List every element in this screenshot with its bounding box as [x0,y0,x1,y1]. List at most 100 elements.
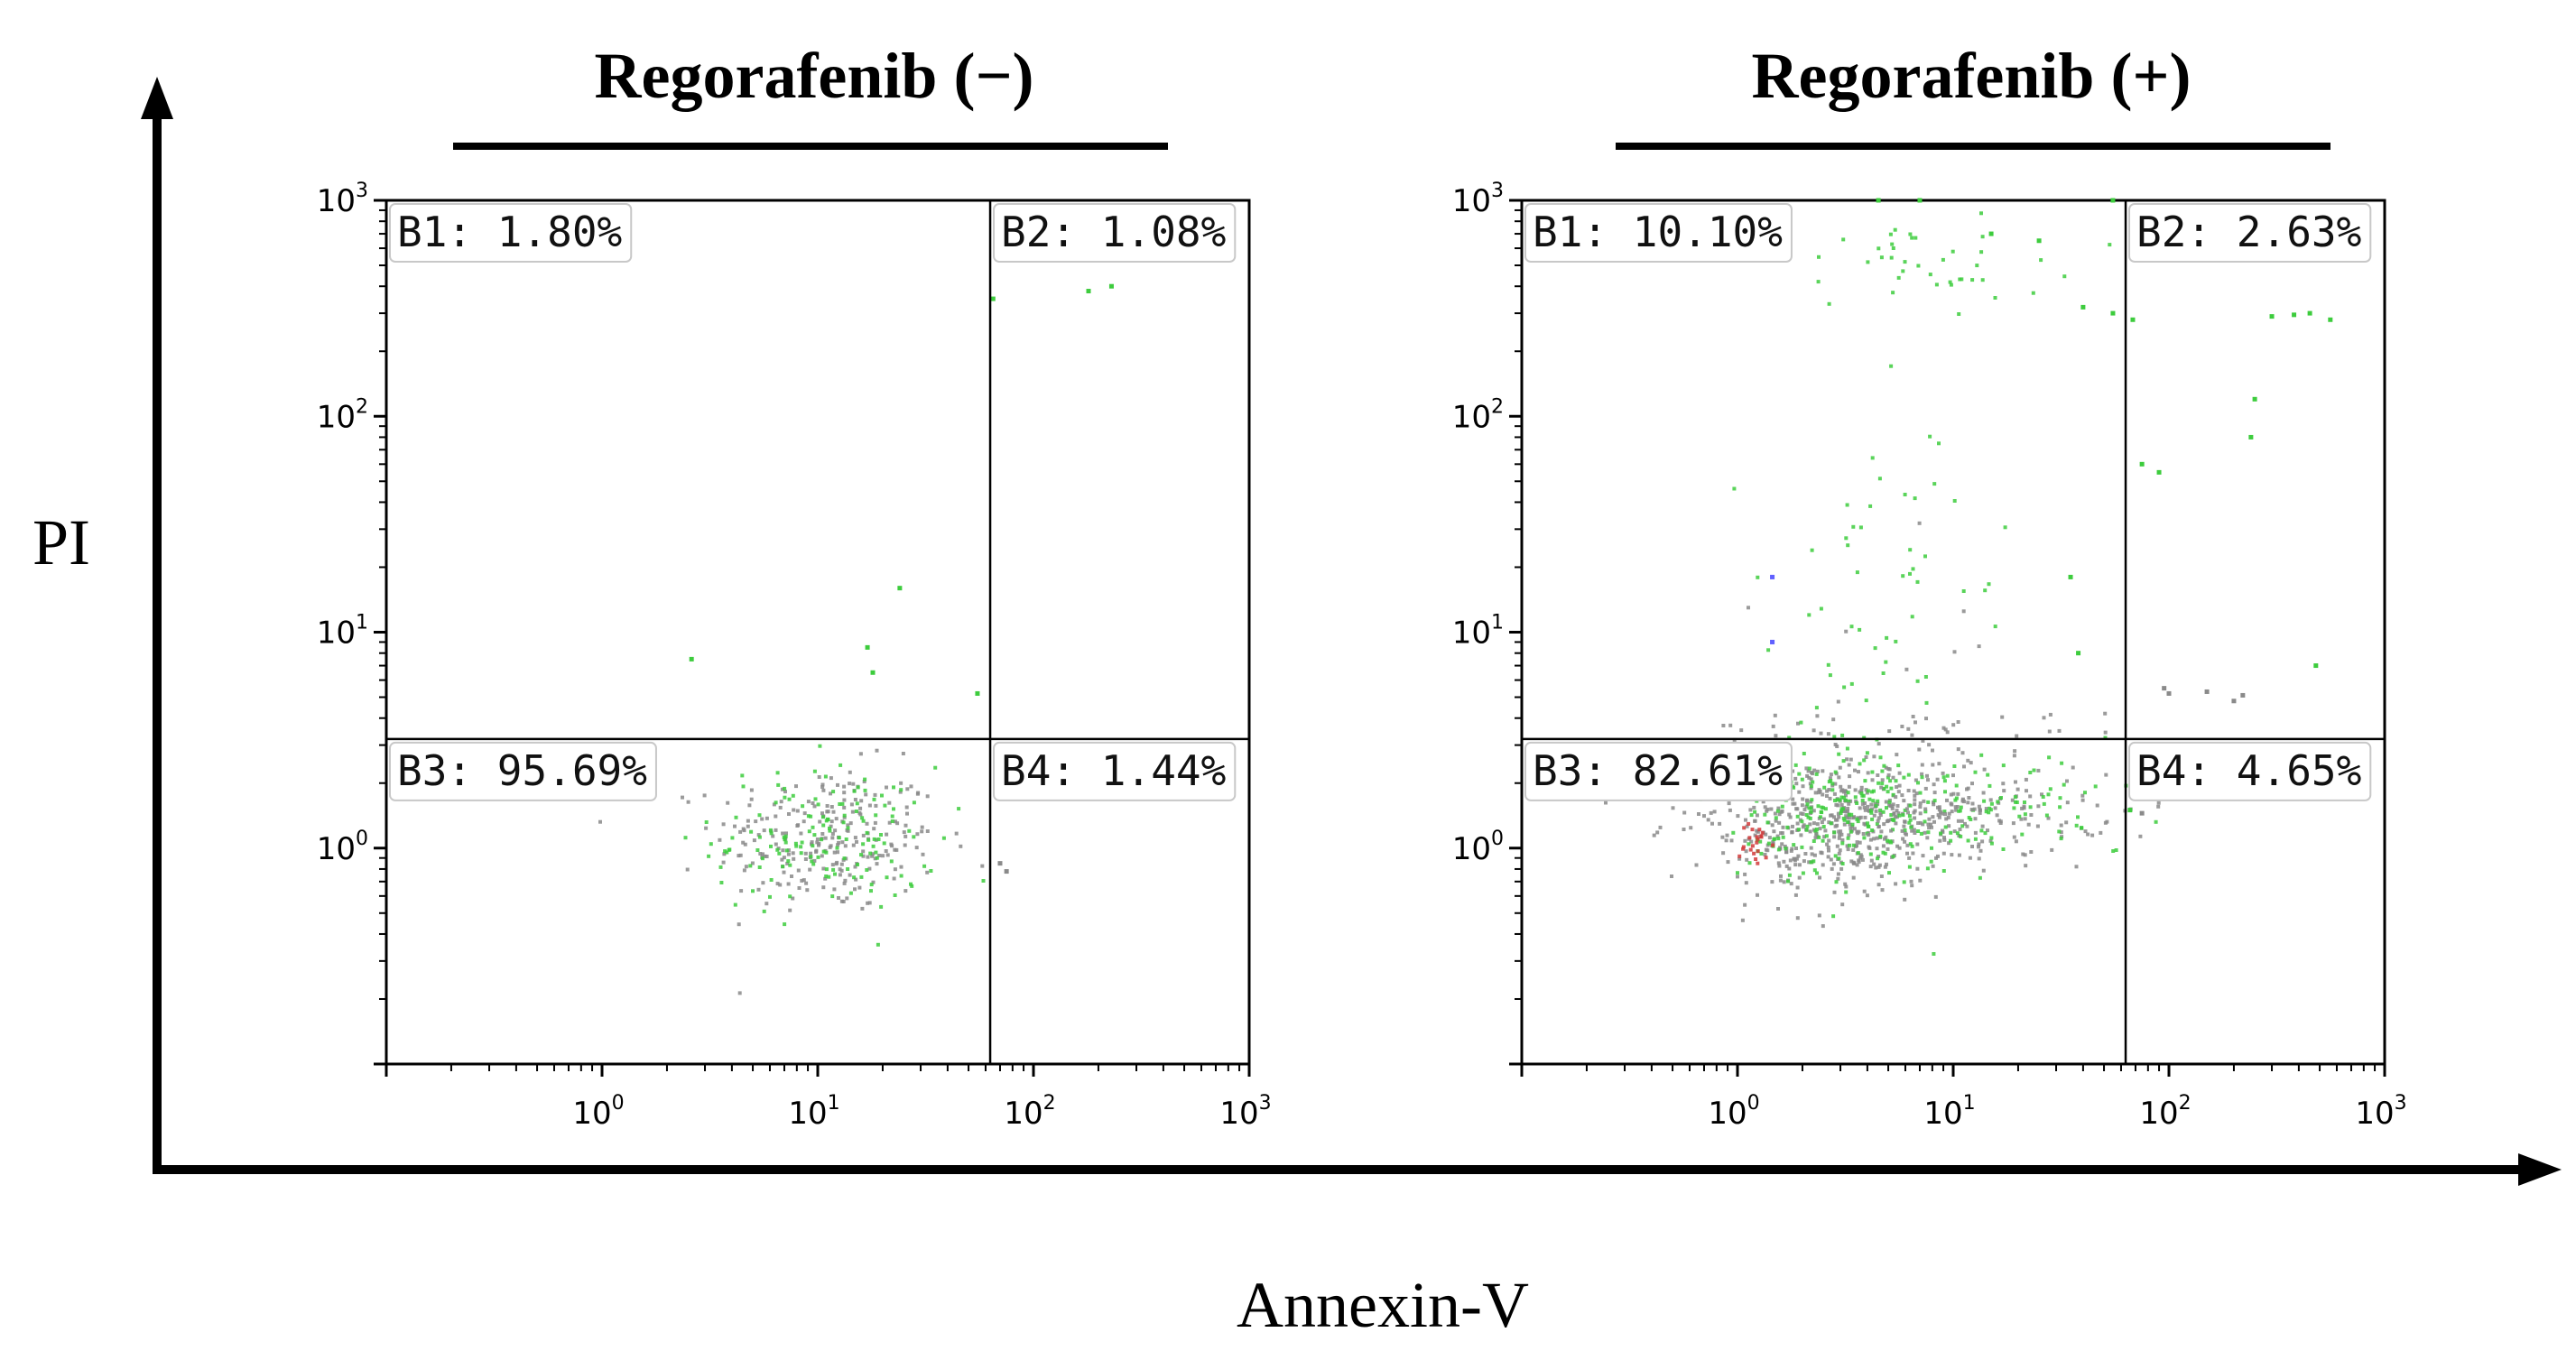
data-point [1844,790,1848,793]
plot-frame [1520,199,2386,1066]
data-point [832,850,837,855]
data-point [1879,829,1884,834]
data-point [885,875,889,880]
data-point [2099,830,2103,835]
data-point [1941,851,1946,856]
data-points [1604,198,2333,956]
data-point [1917,198,1923,203]
data-point [1825,789,1830,793]
data-point [830,836,835,840]
data-point [1973,837,1978,841]
data-point [1853,768,1857,773]
data-point [856,863,859,866]
data-point [853,798,857,801]
data-point [1963,821,1967,826]
data-point [1792,856,1796,861]
data-point [1910,844,1914,848]
data-point [1840,841,1845,846]
data-point [1884,765,1888,770]
data-point [2108,243,2112,247]
data-point [768,894,772,899]
data-point [1876,246,1881,251]
data-point [1846,806,1850,810]
x-tick-label: 102 [2139,1092,2191,1132]
data-point [990,296,996,301]
data-point [2015,787,2020,791]
data-point [1921,854,1925,858]
scatter-plot-area: B1: 10.10% B2: 2.63% B3: 82.61% B4: 4.65% 10… [1452,180,2407,1132]
data-point [1847,763,1851,767]
data-point [1852,815,1856,819]
y-axis-arrowhead [141,77,173,119]
data-point [2127,808,2133,813]
data-point [1821,817,1826,821]
data-point [1973,830,1978,835]
data-point [784,831,788,836]
data-point [1813,836,1818,840]
data-point [1832,815,1836,819]
data-point [821,885,826,890]
data-point [1986,773,1990,777]
data-point [863,788,867,792]
data-point [811,801,815,805]
data-point [1804,766,1809,771]
data-point [1943,727,1948,732]
data-point [1849,859,1854,864]
data-point [1885,784,1889,789]
data-point [1867,824,1871,828]
data-point [890,814,894,819]
data-point [1907,814,1912,819]
quadrant-label-top-left: B1: 1.80% [389,203,633,263]
data-point [817,775,821,779]
data-point [875,748,879,753]
data-point [1881,844,1886,848]
data-point [1975,264,1979,268]
data-point [1861,832,1866,836]
data-point [1773,713,1777,717]
data-point [1932,819,1936,824]
data-point [1960,824,1965,828]
data-point [1969,808,1974,812]
data-point [1918,791,1923,795]
data-point [843,844,848,848]
data-point [1959,834,1963,838]
data-point [829,805,834,809]
data-point [1781,835,1785,839]
data-point [1895,753,1899,757]
quadrant-label-box [2128,741,2372,801]
data-point [829,791,832,796]
data-point [1816,280,1821,284]
data-point [769,831,774,836]
data-point [1755,840,1759,845]
data-point [854,877,858,882]
data-point [1917,521,1922,525]
data-point [2156,469,2162,475]
data-point [1800,803,1804,808]
data-point [1770,574,1775,579]
y-tick-label: 101 [317,612,368,652]
data-point [2074,865,2079,869]
data-point [855,839,858,844]
data-point [811,844,815,848]
data-point [1830,788,1835,792]
data-point [750,861,755,865]
data-point [1878,813,1883,818]
data-point [1893,815,1897,819]
data-point [1807,613,1812,617]
data-point [2139,461,2145,467]
data-point [801,804,805,809]
data-point [846,828,850,833]
data-point [820,815,825,819]
data-point [2050,847,2054,852]
data-point [1805,799,1809,803]
data-point [1886,819,1891,823]
data-point [1837,775,1841,780]
data-point [1812,768,1817,773]
data-point [1780,831,1784,836]
data-point [825,810,829,814]
data-point [920,825,924,829]
data-point [1855,817,1859,821]
data-point [1845,503,1849,507]
data-point [881,854,885,858]
data-point [1819,606,1823,611]
